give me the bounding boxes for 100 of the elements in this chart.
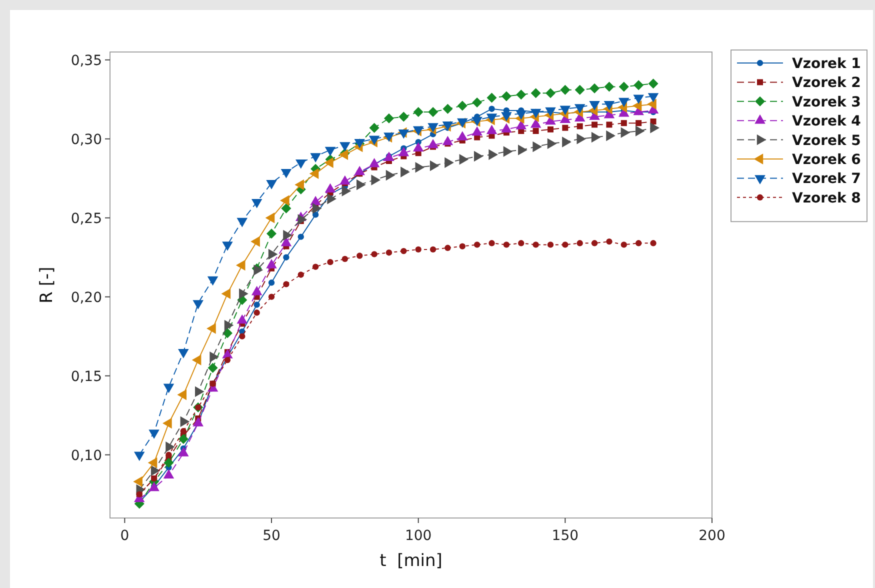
x-tick-label: 200 (698, 528, 726, 544)
point (547, 126, 554, 132)
point (368, 136, 380, 146)
point (371, 251, 378, 258)
legend-label: Vzorek 3 (792, 94, 861, 110)
point (592, 122, 598, 128)
point (648, 93, 659, 102)
legend-label: Vzorek 8 (792, 190, 861, 206)
point (488, 106, 495, 112)
point (444, 244, 451, 251)
point (620, 127, 630, 138)
legend-label: Vzorek 5 (792, 132, 861, 149)
point (178, 447, 189, 456)
point (164, 458, 174, 468)
point (604, 101, 615, 110)
point (591, 132, 601, 143)
point (386, 250, 392, 256)
point (547, 242, 554, 248)
y-tick-label: 0,25 (70, 210, 102, 227)
point (412, 126, 424, 136)
point (650, 240, 656, 246)
point (562, 124, 568, 131)
point (488, 149, 498, 160)
point (386, 170, 396, 181)
point (488, 240, 495, 246)
point (384, 113, 394, 124)
legend-label: Vzorek 2 (792, 75, 861, 92)
point (472, 98, 482, 108)
point (457, 118, 468, 128)
point (298, 234, 304, 240)
point (296, 159, 306, 169)
point (606, 122, 612, 128)
point (342, 186, 352, 196)
point (560, 106, 571, 116)
y-tick-label: 0,35 (70, 52, 102, 69)
point (415, 246, 422, 253)
point (327, 259, 334, 266)
point (254, 302, 260, 308)
point (398, 129, 410, 139)
point (604, 82, 614, 92)
point (648, 78, 658, 89)
x-tick-label: 100 (404, 528, 432, 544)
point (430, 160, 440, 172)
point (590, 83, 600, 94)
y-axis-title: R [-] (37, 266, 57, 304)
point (576, 123, 583, 130)
point (501, 91, 512, 102)
point (298, 272, 304, 278)
point (474, 150, 484, 162)
point (166, 442, 175, 452)
point (268, 280, 275, 286)
point (210, 352, 219, 362)
point (400, 166, 410, 178)
point (634, 80, 644, 90)
legend-label: Vzorek 1 (792, 56, 861, 72)
x-axis-title: t [min] (380, 551, 442, 571)
point (222, 242, 233, 251)
point (618, 98, 630, 108)
point (560, 84, 570, 95)
legend-label: Vzorek 6 (792, 152, 861, 168)
legend-label: Vzorek 4 (792, 114, 862, 130)
x-tick-label: 150 (552, 528, 579, 544)
point (340, 142, 350, 152)
point (324, 146, 336, 156)
point (516, 90, 526, 100)
point (442, 104, 453, 114)
point (266, 180, 277, 190)
point (589, 101, 600, 110)
point (236, 314, 248, 324)
point (618, 82, 629, 92)
point (459, 154, 469, 165)
point (239, 288, 248, 300)
y-tick-label: 0,20 (70, 290, 102, 306)
point (280, 168, 292, 178)
point (530, 108, 542, 118)
point (486, 114, 498, 123)
point (562, 242, 568, 248)
point (620, 242, 627, 248)
point (192, 417, 204, 426)
point (369, 122, 380, 133)
point (178, 434, 188, 444)
point (503, 146, 513, 157)
point (150, 465, 160, 476)
point (224, 356, 231, 364)
point (356, 252, 363, 259)
point (180, 416, 190, 428)
y-tick-label: 0,15 (70, 368, 102, 385)
point (251, 198, 262, 208)
point (312, 203, 322, 214)
point (474, 242, 480, 248)
point (268, 294, 275, 300)
point (532, 242, 539, 248)
point (312, 212, 319, 218)
point (283, 281, 290, 288)
point (636, 120, 642, 126)
point (486, 92, 497, 103)
point (430, 246, 436, 253)
point (650, 118, 656, 125)
point (266, 228, 277, 239)
point (283, 230, 292, 241)
